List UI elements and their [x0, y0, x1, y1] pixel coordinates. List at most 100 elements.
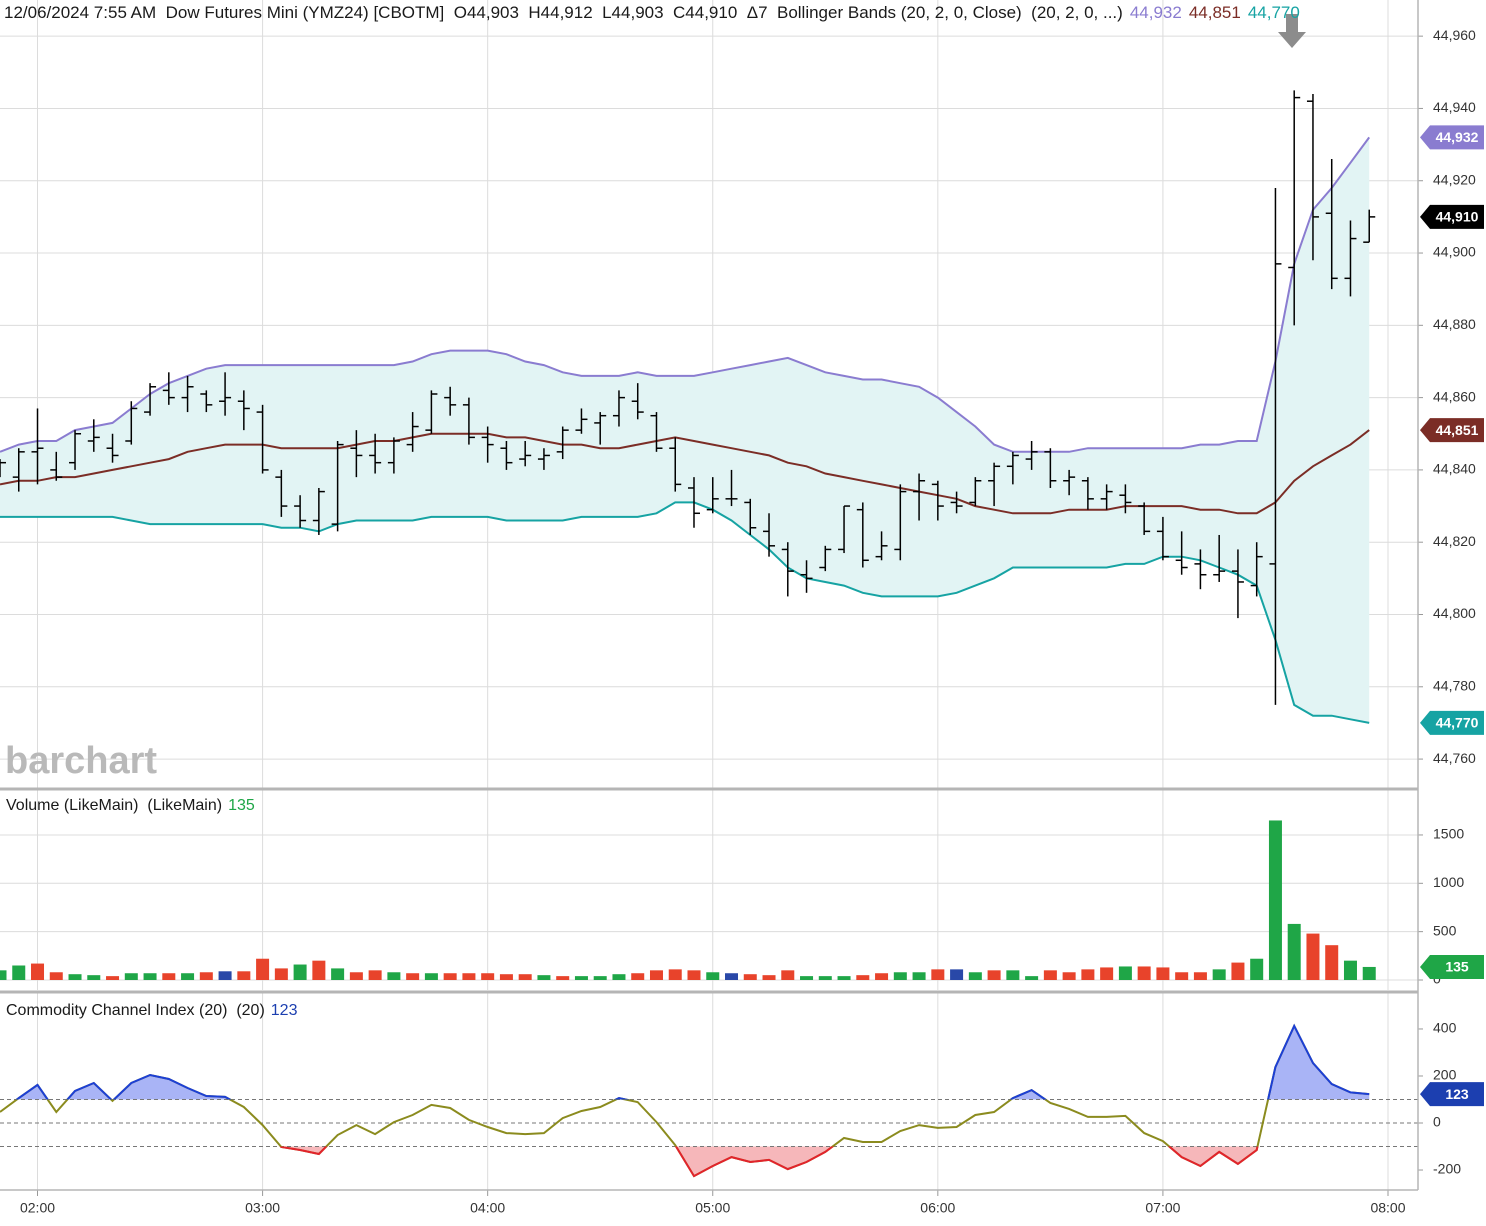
y-tick-label: 200 [1433, 1067, 1457, 1083]
volume-bar [743, 974, 757, 980]
volume-bar [106, 976, 120, 980]
value-tag [1420, 418, 1484, 443]
indicator-value: 44,770 [1248, 3, 1300, 22]
volume-bar [1306, 933, 1320, 980]
indicator-value: 123 [271, 1002, 298, 1019]
x-tick-label: 02:00 [20, 1200, 55, 1216]
volume-bar [68, 974, 82, 980]
volume-bar [1362, 966, 1376, 980]
volume-bar [1062, 972, 1076, 980]
volume-bar [1025, 976, 1039, 980]
volume-bar [406, 973, 420, 980]
y-tick-label: 44,880 [1433, 316, 1476, 332]
volume-bar [274, 968, 288, 980]
volume-bar [181, 973, 195, 980]
x-tick-label: 07:00 [1145, 1200, 1180, 1216]
x-tick-label: 05:00 [695, 1200, 730, 1216]
volume-bar [837, 976, 851, 980]
volume-bar [556, 976, 570, 980]
volume-bar [687, 970, 701, 980]
cci-fill-below [0, 1146, 1370, 1177]
chart-header: 12/06/2024 7:55 AM Dow Futures Mini (YMZ… [4, 3, 1300, 22]
volume-bar [518, 974, 532, 980]
panel-title: Commodity Channel Index (20) (20) 123 [6, 1002, 298, 1019]
volume-bar [0, 970, 7, 980]
chart-title: 12/06/2024 7:55 AM Dow Futures Mini (YMZ… [4, 3, 1123, 22]
y-tick-label: 44,800 [1433, 605, 1476, 621]
y-tick-label: 44,960 [1433, 27, 1476, 43]
value-tag-label: 44,770 [1436, 715, 1479, 731]
volume-bar [706, 972, 720, 980]
y-tick-label: 44,900 [1433, 244, 1476, 260]
value-tag-label: 44,910 [1436, 209, 1479, 225]
volume-bar [1268, 820, 1282, 980]
value-tag [1420, 954, 1484, 979]
y-tick-label: 0 [1433, 1114, 1441, 1130]
volume-bar [49, 972, 63, 980]
y-tick-label: 44,940 [1433, 99, 1476, 115]
volume-bar [968, 972, 982, 980]
volume-bar [462, 973, 476, 980]
volume-bar [87, 975, 101, 980]
volume-bar [668, 969, 682, 980]
volume-bar [199, 972, 213, 980]
y-tick-label: -200 [1433, 1161, 1461, 1177]
volume-bar [143, 973, 157, 980]
bollinger-line [0, 136, 1371, 453]
y-tick-label: 1000 [1433, 874, 1464, 890]
cci-line-above [15, 1023, 1370, 1100]
indicator-value: 44,932 [1130, 3, 1182, 22]
volume-bar [762, 975, 776, 980]
cci-line-below [279, 1146, 1259, 1178]
volume-bar [781, 970, 795, 980]
volume-bar [368, 970, 382, 980]
volume-bar [800, 976, 814, 980]
value-tag-label: 123 [1445, 1086, 1469, 1102]
volume-bar [1100, 967, 1114, 980]
volume-bar [1343, 960, 1357, 980]
indicator-value: 135 [228, 797, 255, 814]
volume-bar [1118, 966, 1132, 980]
volume-bar [162, 973, 176, 980]
volume-bar [818, 976, 832, 980]
volume-bar [218, 971, 232, 980]
value-tag [1420, 710, 1484, 735]
cci-fill-above [0, 1025, 1370, 1100]
volume-bar [612, 974, 626, 980]
value-tag [1420, 125, 1484, 150]
y-tick-label: 400 [1433, 1020, 1457, 1036]
volume-bar [593, 976, 607, 980]
volume-bar [31, 963, 45, 980]
volume-bar [331, 968, 345, 980]
x-tick-label: 06:00 [920, 1200, 955, 1216]
volume-title: Volume (LikeMain) (LikeMain) [6, 797, 222, 814]
volume-bar [293, 964, 307, 980]
volume-bar [237, 971, 251, 980]
volume-bar [1137, 966, 1151, 980]
volume-bar [443, 973, 457, 980]
volume-bar [1193, 972, 1207, 980]
volume-bar [1175, 972, 1189, 980]
volume-bar [1231, 962, 1245, 980]
value-tag [1420, 204, 1484, 229]
volume-bar [725, 973, 739, 980]
volume-bar [124, 973, 138, 980]
volume-bar [875, 973, 889, 980]
marks-layer [0, 90, 1418, 1178]
x-tick-label: 08:00 [1370, 1200, 1405, 1216]
volume-bar [256, 958, 270, 980]
y-tick-label: 1500 [1433, 826, 1464, 842]
volume-bar [987, 970, 1001, 980]
band-fill [0, 137, 1370, 723]
volume-bar [499, 974, 513, 980]
volume-bar [950, 969, 964, 980]
volume-bar [856, 975, 870, 980]
volume-bar [1081, 969, 1095, 980]
volume-bar [631, 973, 645, 980]
tag-layer: 44,932 44,851 44,770 44,910 135 123 [1420, 125, 1484, 1107]
volume-bar [1212, 969, 1226, 980]
volume-bar [481, 973, 495, 980]
value-tag-label: 44,851 [1436, 422, 1479, 438]
